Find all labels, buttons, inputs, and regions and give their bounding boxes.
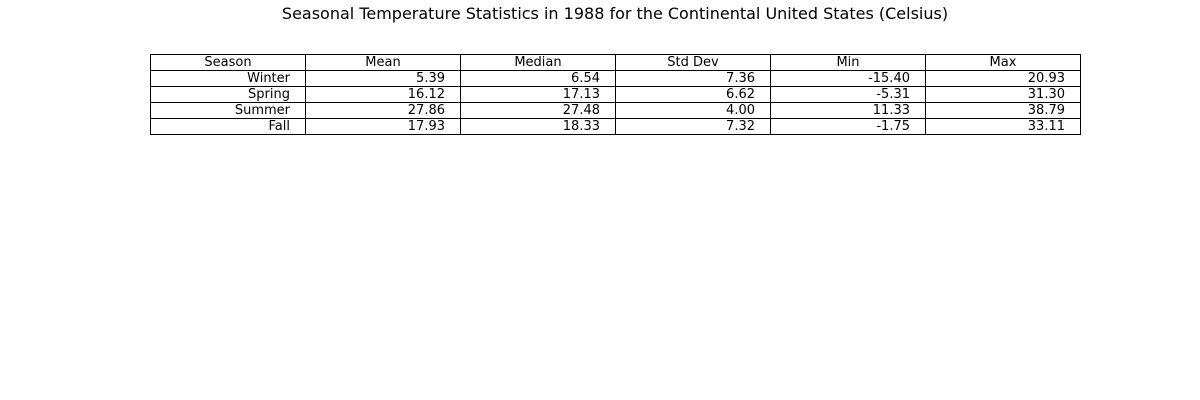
header-mean: Mean [305, 54, 461, 71]
season-cell: Spring [150, 86, 306, 103]
header-median: Median [460, 54, 616, 71]
season-cell: Summer [150, 102, 306, 119]
min-cell: 11.33 [770, 102, 926, 119]
std-dev-cell: 6.62 [615, 86, 771, 103]
max-cell: 38.79 [925, 102, 1081, 119]
mean-cell: 17.93 [305, 118, 461, 135]
std-dev-cell: 4.00 [615, 102, 771, 119]
median-cell: 17.13 [460, 86, 616, 103]
median-cell: 6.54 [460, 70, 616, 87]
table-row: Spring 16.12 17.13 6.62 -5.31 31.30 [150, 86, 1081, 103]
min-cell: -1.75 [770, 118, 926, 135]
max-cell: 31.30 [925, 86, 1081, 103]
mean-cell: 27.86 [305, 102, 461, 119]
header-max: Max [925, 54, 1081, 71]
std-dev-cell: 7.36 [615, 70, 771, 87]
mean-cell: 5.39 [305, 70, 461, 87]
min-cell: -5.31 [770, 86, 926, 103]
median-cell: 27.48 [460, 102, 616, 119]
season-cell: Fall [150, 118, 306, 135]
std-dev-cell: 7.32 [615, 118, 771, 135]
header-season: Season [150, 54, 306, 71]
stats-table: Season Mean Median Std Dev Min Max Winte… [150, 54, 1081, 135]
max-cell: 20.93 [925, 70, 1081, 87]
mean-cell: 16.12 [305, 86, 461, 103]
median-cell: 18.33 [460, 118, 616, 135]
season-cell: Winter [150, 70, 306, 87]
table-row: Fall 17.93 18.33 7.32 -1.75 33.11 [150, 118, 1081, 135]
header-row: Season Mean Median Std Dev Min Max [150, 54, 1081, 71]
table-row: Summer 27.86 27.48 4.00 11.33 38.79 [150, 102, 1081, 119]
min-cell: -15.40 [770, 70, 926, 87]
header-std-dev: Std Dev [615, 54, 771, 71]
max-cell: 33.11 [925, 118, 1081, 135]
table-row: Winter 5.39 6.54 7.36 -15.40 20.93 [150, 70, 1081, 87]
header-min: Min [770, 54, 926, 71]
chart-title: Seasonal Temperature Statistics in 1988 … [281, 4, 949, 23]
